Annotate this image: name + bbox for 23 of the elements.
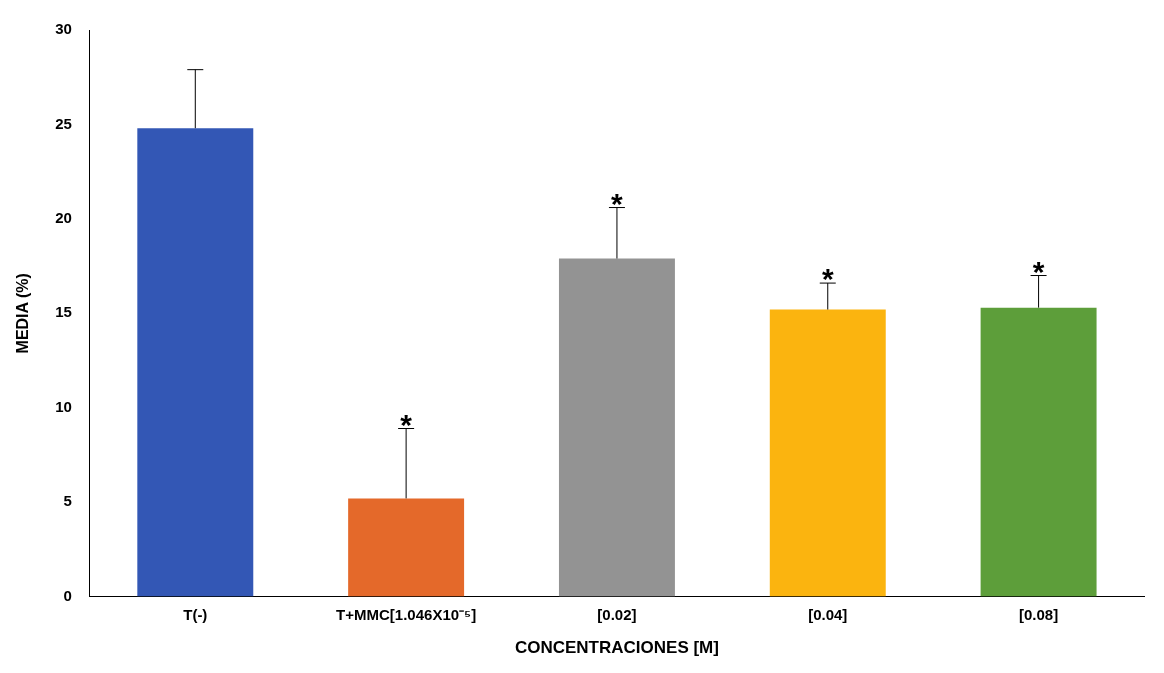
y-tick-label: 25 (55, 114, 72, 132)
annotation: * (400, 407, 413, 441)
y-tick-label: 30 (55, 20, 72, 38)
bar (980, 307, 1097, 597)
y-tick-label: 15 (55, 303, 72, 321)
y-tick-label: 10 (55, 397, 72, 415)
annotation: * (821, 262, 834, 296)
x-axis-title: CONCENTRACIONES [M] (514, 638, 719, 658)
x-tick-label: [0.02] (597, 605, 637, 623)
annotation: * (1032, 254, 1045, 288)
bar (558, 258, 675, 597)
x-tick-label: T(-) (183, 605, 208, 623)
y-tick-label: 5 (63, 492, 72, 510)
y-tick-label: 20 (55, 209, 72, 227)
x-tick-label: [0.08] (1018, 605, 1059, 623)
bar (137, 128, 254, 597)
y-axis-title: MEDIA (%) (14, 273, 32, 354)
bar (348, 498, 465, 597)
x-tick-label: T+MMC[1.046X10⁻⁵] (336, 605, 477, 623)
y-tick-label: 0 (63, 586, 72, 604)
annotation: * (611, 186, 624, 220)
bar (769, 309, 886, 597)
x-tick-label: [0.04] (808, 605, 848, 623)
